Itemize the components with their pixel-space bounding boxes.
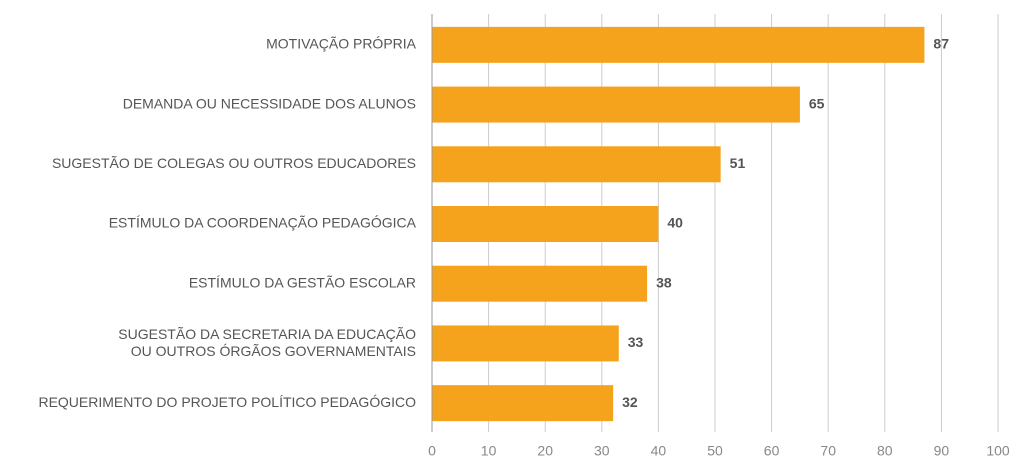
- value-label: 51: [730, 155, 746, 171]
- x-tick-label: 60: [764, 443, 780, 459]
- y-tick-label: ESTÍMULO DA GESTÃO ESCOLAR: [189, 274, 416, 290]
- bar: [432, 385, 614, 422]
- y-tick-label: DEMANDA OU NECESSIDADE DOS ALUNOS: [123, 95, 416, 111]
- value-label: 40: [667, 215, 683, 231]
- x-tick-label: 40: [651, 443, 667, 459]
- value-label: 38: [656, 274, 672, 290]
- x-tick-label: 0: [428, 443, 436, 459]
- x-tick-label: 100: [986, 443, 1010, 459]
- x-tick-label: 10: [481, 443, 497, 459]
- y-tick-label: MOTIVAÇÃO PRÓPRIA: [266, 36, 417, 52]
- y-tick-label: REQUERIMENTO DO PROJETO POLÍTICO PEDAGÓG…: [38, 394, 416, 410]
- y-tick-label: SUGESTÃO DA SECRETARIA DA EDUCAÇÃO OU OUT…: [118, 326, 416, 359]
- x-tick-label: 90: [934, 443, 950, 459]
- y-tick-label: ESTÍMULO DA COORDENAÇÃO PEDAGÓGICA: [109, 215, 417, 231]
- x-tick-label: 80: [877, 443, 893, 459]
- x-tick-label: 50: [707, 443, 723, 459]
- bar: [432, 86, 800, 123]
- x-tick-label: 30: [594, 443, 610, 459]
- x-tick-label: 20: [537, 443, 553, 459]
- value-label: 65: [809, 95, 825, 111]
- bar: [432, 26, 925, 63]
- bar: [432, 265, 648, 302]
- value-label: 32: [622, 394, 638, 410]
- x-tick-label: 70: [820, 443, 836, 459]
- bar: [432, 206, 659, 242]
- value-label: 33: [628, 334, 644, 350]
- y-tick-label: SUGESTÃO DE COLEGAS OU OUTROS EDUCADORES: [52, 155, 416, 171]
- value-label: 87: [933, 36, 949, 52]
- bar: [432, 325, 619, 362]
- bar: [432, 146, 721, 183]
